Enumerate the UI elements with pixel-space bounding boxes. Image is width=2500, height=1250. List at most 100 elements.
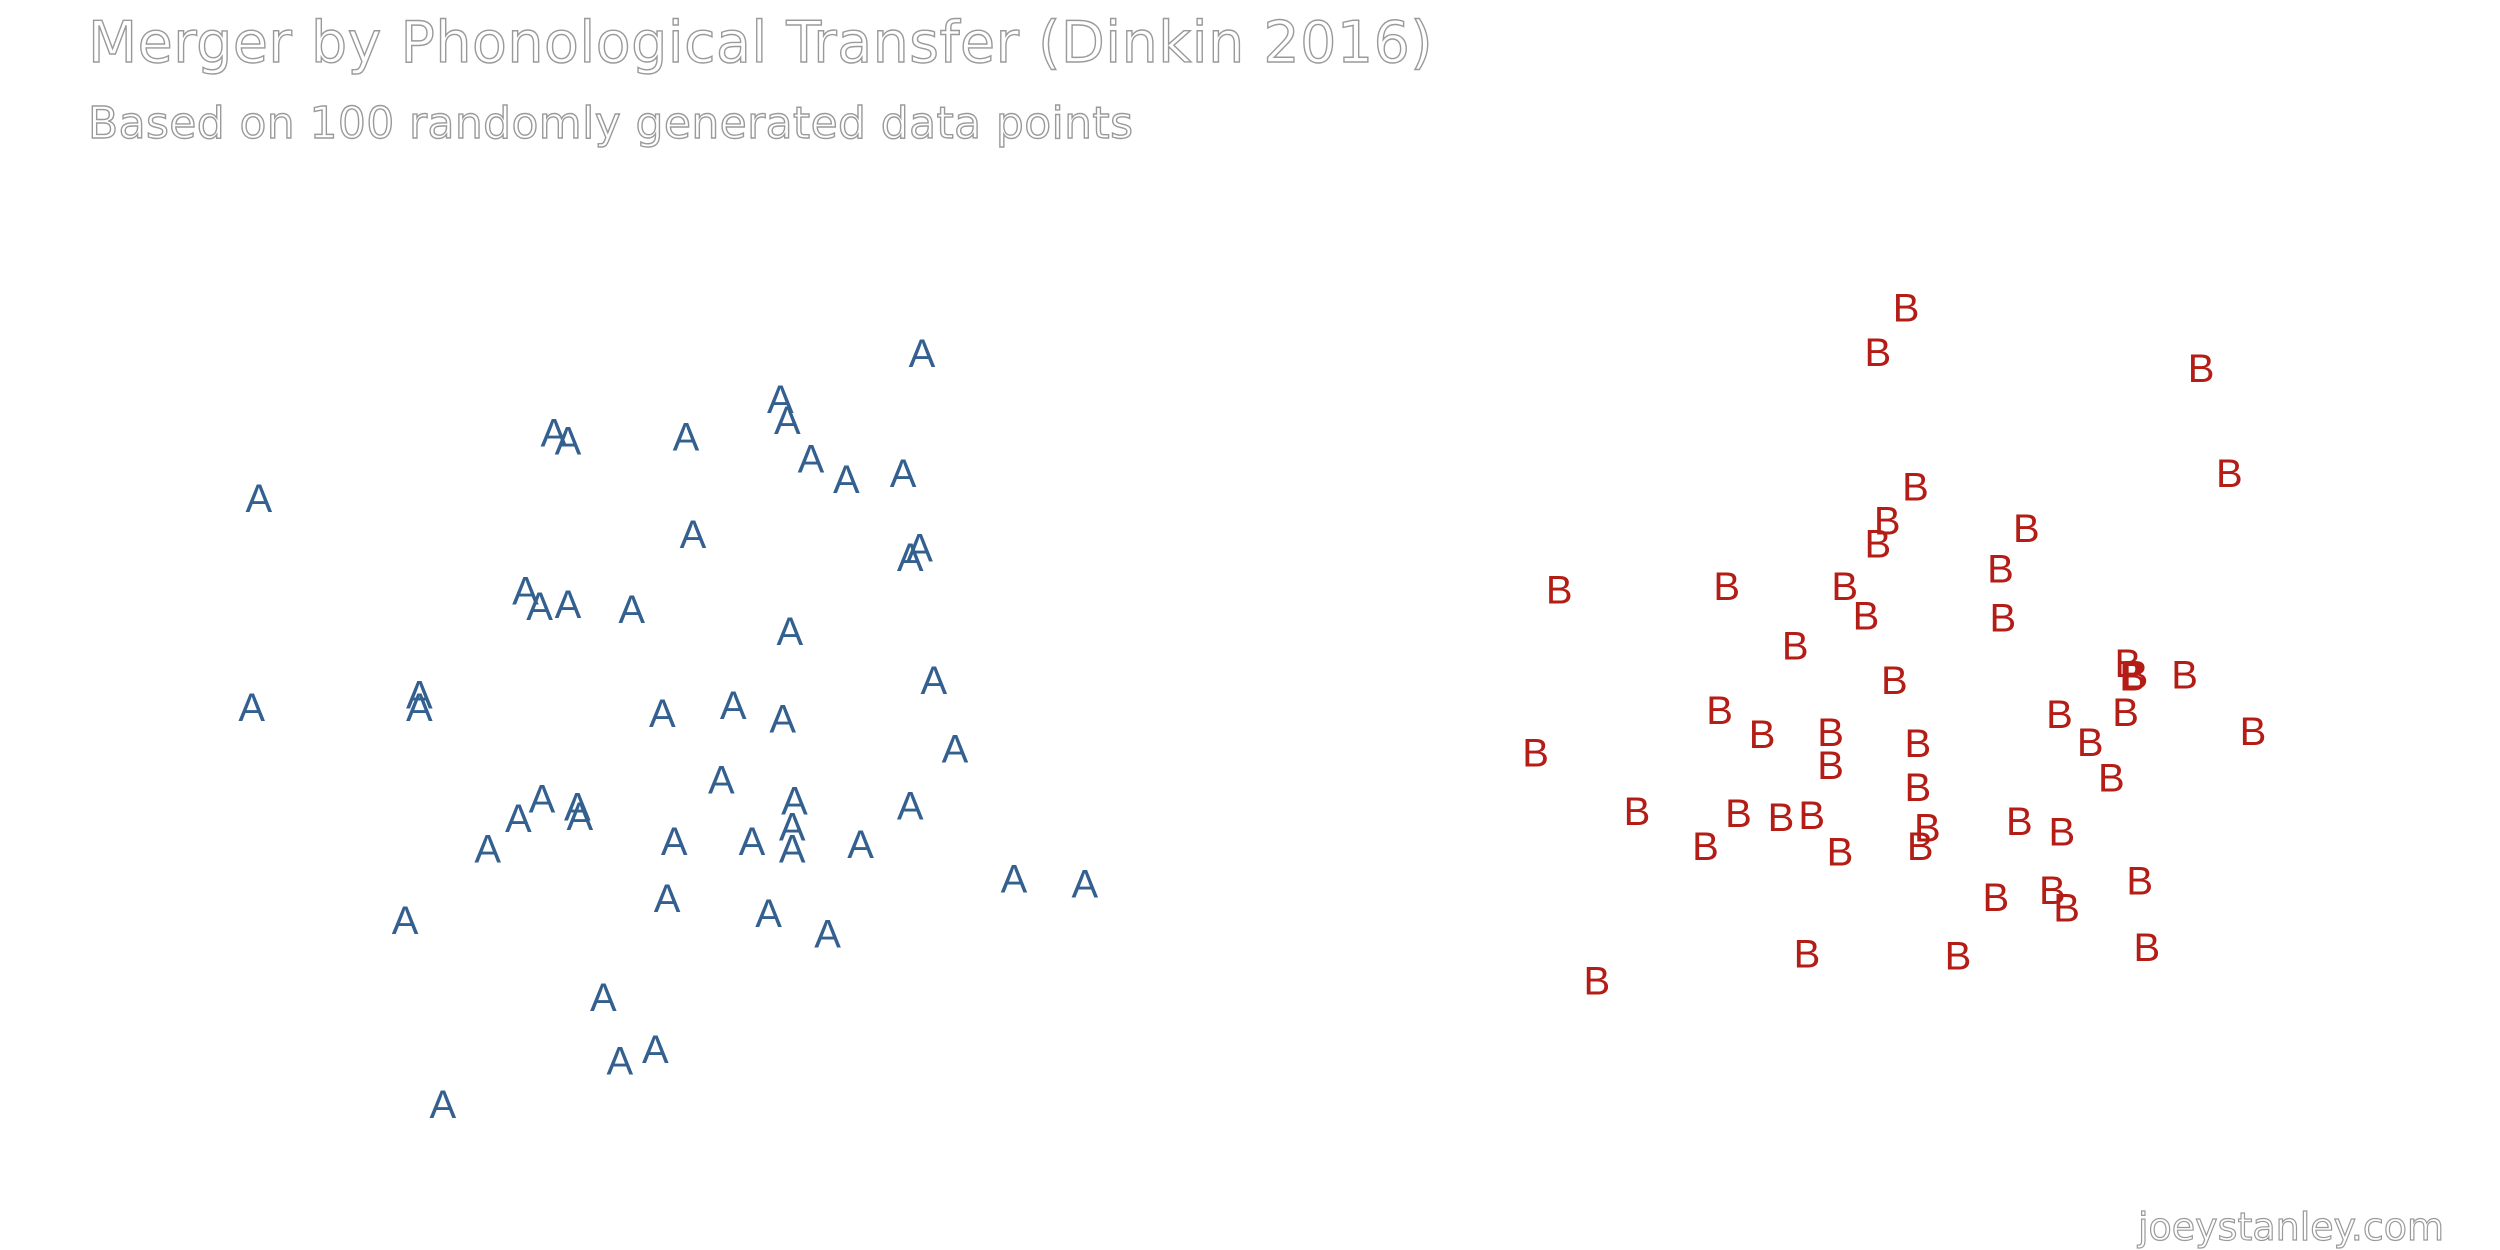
point-a-44: A <box>392 899 419 943</box>
point-a-33: A <box>661 820 688 864</box>
point-b-41: B <box>1907 825 1934 869</box>
point-a-7: A <box>833 458 860 502</box>
point-a-45: A <box>590 976 617 1020</box>
point-a-39: A <box>1001 857 1028 901</box>
point-b-33: B <box>1725 792 1752 836</box>
point-b-43: B <box>2039 869 2066 913</box>
point-b-12: B <box>1853 594 1880 638</box>
point-a-21: A <box>720 684 747 728</box>
point-b-25: B <box>1817 711 1844 755</box>
point-b-48: B <box>2133 926 2160 970</box>
point-b-46: B <box>1794 932 1821 976</box>
point-a-18: A <box>406 673 433 717</box>
point-a-31: A <box>566 795 593 839</box>
point-b-49: B <box>1584 959 1611 1003</box>
point-a-3: A <box>555 420 582 464</box>
point-a-28: A <box>529 777 556 821</box>
point-a-4: A <box>540 411 567 455</box>
point-b-27: B <box>2077 721 2104 765</box>
point-a-36: A <box>779 827 806 871</box>
point-b-17: B <box>2119 656 2146 700</box>
point-b-45: B <box>2126 860 2153 904</box>
point-b-38: B <box>2048 811 2075 855</box>
point-b-4: B <box>1902 465 1929 509</box>
point-b-8: B <box>1987 548 2014 592</box>
point-a-15: A <box>555 583 582 627</box>
point-b-35: B <box>1798 794 1825 838</box>
point-a-2: A <box>767 378 794 422</box>
point-b-3: B <box>2216 452 2243 496</box>
point-a-26: A <box>708 759 735 803</box>
point-b-34: B <box>1768 796 1795 840</box>
point-a-37: A <box>847 823 874 867</box>
chart-title: Merger by Phonological Transfer (Dinkin … <box>87 9 1434 76</box>
point-b-5: B <box>1874 500 1901 544</box>
point-a-8: A <box>890 452 917 496</box>
point-b-37: B <box>2006 800 2033 844</box>
point-a-5: A <box>774 399 801 443</box>
point-a-43: A <box>814 913 841 957</box>
point-b-11: B <box>1831 565 1858 609</box>
point-a-11: A <box>245 477 272 521</box>
point-a-25: A <box>942 727 969 771</box>
point-a-12: A <box>680 513 707 557</box>
point-a-9: A <box>906 527 933 571</box>
point-b-10: B <box>1713 565 1740 609</box>
point-b-14: B <box>1782 625 1809 669</box>
point-b-40: B <box>1827 830 1854 874</box>
point-b-36: B <box>1914 807 1941 851</box>
point-b-21: B <box>2046 693 2073 737</box>
point-a-38: A <box>897 785 924 829</box>
point-a-32: A <box>474 827 501 871</box>
point-b-0: B <box>1893 287 1920 331</box>
point-a-6: A <box>798 437 825 481</box>
site-credit: joeystanley.com <box>2137 1204 2444 1249</box>
point-b-16: B <box>2122 654 2149 698</box>
point-b-28: B <box>1522 732 1549 776</box>
point-a-22: A <box>649 692 676 736</box>
point-b-42: B <box>1982 876 2009 920</box>
point-a-47: A <box>607 1039 634 1083</box>
point-a-27: A <box>781 779 808 823</box>
point-b-29: B <box>1817 744 1844 788</box>
point-b-31: B <box>1905 766 1932 810</box>
point-a-1: A <box>673 415 700 459</box>
point-b-20: B <box>1706 689 1733 733</box>
point-b-7: B <box>1864 523 1891 567</box>
point-b-2: B <box>2188 347 2215 391</box>
point-b-32: B <box>1624 790 1651 834</box>
point-b-22: B <box>2112 691 2139 735</box>
point-a-42: A <box>755 892 782 936</box>
point-b-15: B <box>2115 642 2142 686</box>
point-b-18: B <box>2171 654 2198 698</box>
point-a-46: A <box>642 1028 669 1072</box>
chart-subtitle: Based on 100 randomly generated data poi… <box>87 97 1134 149</box>
point-a-0: A <box>909 332 936 376</box>
point-a-35: A <box>779 805 806 849</box>
point-a-24: A <box>920 659 947 703</box>
point-a-16: A <box>618 588 645 632</box>
point-a-14: A <box>526 585 553 629</box>
point-a-40: A <box>1071 863 1098 907</box>
point-a-29: A <box>564 786 591 830</box>
point-b-13: B <box>1989 596 2016 640</box>
point-b-30: B <box>2098 757 2125 801</box>
point-b-23: B <box>2240 710 2267 754</box>
point-a-30: A <box>505 797 532 841</box>
point-b-19: B <box>1881 659 1908 703</box>
point-a-41: A <box>654 877 681 921</box>
point-a-19: A <box>238 686 265 730</box>
point-a-48: A <box>430 1083 457 1127</box>
point-b-26: B <box>1905 722 1932 766</box>
point-b-24: B <box>1749 713 1776 757</box>
point-a-20: A <box>406 686 433 730</box>
point-b-47: B <box>1945 934 1972 978</box>
point-a-17: A <box>776 610 803 654</box>
point-a-23: A <box>769 697 796 741</box>
point-a-34: A <box>739 820 766 864</box>
point-a-13: A <box>512 569 539 613</box>
point-a-10: A <box>897 536 924 580</box>
point-b-44: B <box>2053 887 2080 931</box>
